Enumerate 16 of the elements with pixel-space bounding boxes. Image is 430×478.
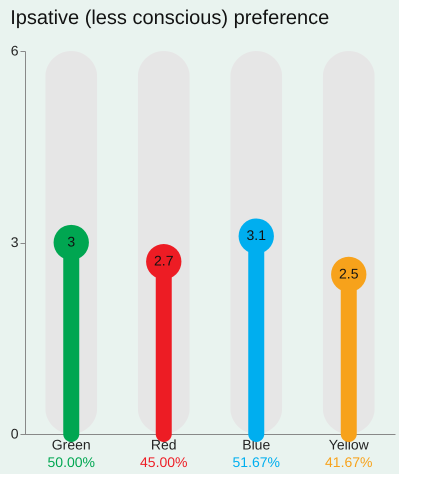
text: 51.67% <box>232 454 280 470</box>
x-tick-label: Yellow <box>328 436 370 452</box>
x-tick-label: Red <box>150 436 177 452</box>
data-label: 3 <box>67 234 76 250</box>
y-tick-label: 3 <box>10 234 19 250</box>
text: 45.00% <box>140 454 188 470</box>
data-label: 2.7 <box>154 252 174 269</box>
data-label: 3.1 <box>246 227 266 244</box>
x-tick-label: Green <box>52 436 91 452</box>
y-tick-label: 6 <box>10 42 19 58</box>
y-tick-label: 0 <box>10 426 19 442</box>
text: 50.00% <box>48 454 95 470</box>
text: 41.67% <box>325 454 372 470</box>
data-label: 2.5 <box>339 265 359 282</box>
x-tick-label: Blue <box>242 436 270 452</box>
chart-title: Ipsative (less conscious) preference <box>10 7 330 29</box>
